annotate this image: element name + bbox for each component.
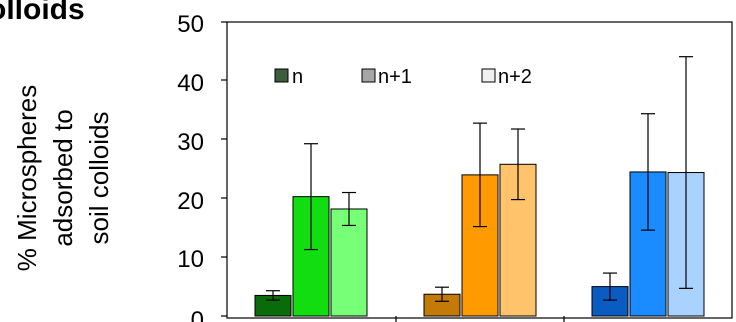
error-bar [641, 113, 655, 231]
x-tick-marks [395, 316, 565, 322]
y-tick-label: 10 [177, 246, 204, 273]
legend: n n+1 n+2 [274, 66, 532, 88]
error-bar [511, 128, 525, 201]
error-bar [473, 122, 487, 228]
error-bar [266, 290, 280, 301]
bars-layer [254, 56, 705, 317]
chart-title: olloids [0, 0, 85, 26]
legend-swatch-n [274, 68, 289, 83]
error-bar [679, 56, 693, 289]
y-axis-label-line-3: soil colloids [84, 112, 114, 245]
y-axis-label-line-1: % Microspheres [12, 85, 42, 271]
y-axis-label: % Microspheres adsorbed to soil colloids [12, 85, 114, 271]
y-tick-label: 0 [191, 307, 204, 322]
y-tick-label: 40 [177, 70, 204, 97]
legend-label-n: n [292, 66, 303, 88]
legend-swatch-n-plus-1 [361, 68, 376, 83]
error-bar [342, 191, 356, 227]
y-tick-marks [221, 21, 227, 317]
y-tick-labels: 0 10 20 30 40 50 [177, 11, 204, 322]
y-tick-label: 20 [177, 188, 204, 215]
plot-area-frame [226, 21, 733, 319]
error-bar [304, 143, 318, 251]
legend-swatch-n-plus-2 [481, 68, 496, 83]
bar [330, 208, 368, 317]
y-tick-label: 50 [177, 11, 204, 38]
legend-label-n-plus-2: n+2 [498, 66, 532, 88]
legend-label-n-plus-1: n+1 [378, 66, 412, 88]
y-tick-label: 30 [177, 129, 204, 156]
error-bar [603, 272, 617, 301]
y-axis-label-line-2: adsorbed to [48, 109, 78, 246]
error-bar [435, 286, 449, 302]
